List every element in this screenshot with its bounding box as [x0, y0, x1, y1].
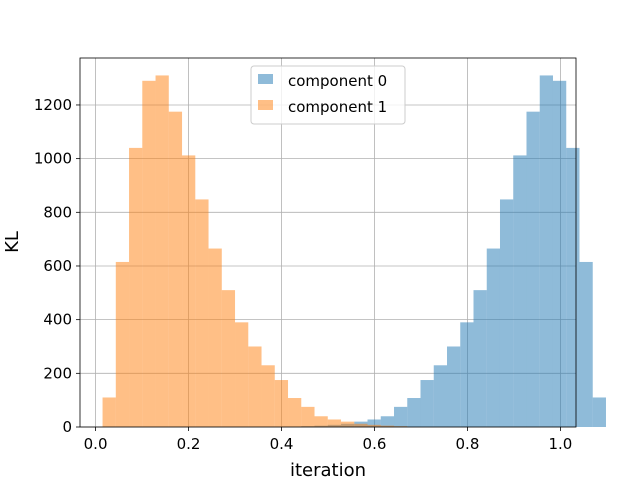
bar-series-1 [235, 322, 249, 427]
x-tick-label: 0.8 [456, 435, 480, 453]
x-axis-label: iteration [290, 460, 366, 480]
legend-swatch-component-1 [258, 100, 273, 110]
bar-series-1 [367, 424, 381, 427]
legend-label-component-0: component 0 [288, 72, 387, 90]
bar-series-1 [248, 346, 262, 427]
y-tick-label: 400 [43, 311, 72, 329]
bar-series-1 [102, 397, 116, 427]
bar-series-0 [407, 398, 421, 427]
bar-series-1 [115, 261, 130, 427]
bar-series-1 [261, 365, 275, 427]
bar-series-1 [314, 416, 328, 427]
bar-series-0 [473, 290, 487, 427]
bar-series-1 [208, 248, 222, 427]
y-axis-label: KL [2, 231, 23, 253]
y-tick-label: 1200 [34, 96, 72, 114]
x-tick-label: 1.0 [548, 435, 572, 453]
bar-series-0 [486, 248, 500, 427]
y-tick-label: 800 [43, 203, 72, 221]
bar-series-0 [592, 397, 606, 427]
bar-series-1 [394, 426, 408, 427]
bar-series-0 [513, 155, 527, 427]
plot-frame [79, 57, 577, 428]
bar-series-1 [168, 111, 183, 427]
bar-series-0 [539, 75, 553, 427]
bar-series-1 [155, 75, 169, 427]
y-tick-label: 600 [43, 257, 72, 275]
y-tick-label: 200 [43, 364, 72, 382]
bar-series-0 [526, 111, 540, 427]
bar-series-0 [433, 365, 448, 427]
legend-box [250, 65, 406, 125]
bar-series-0 [552, 80, 567, 427]
x-tick-label: 0.6 [363, 435, 387, 453]
bar-series-0 [394, 406, 408, 427]
bar-series-1 [142, 80, 156, 427]
legend-label-component-1: component 1 [288, 98, 387, 116]
bar-series-1 [288, 398, 302, 427]
bar-series-1 [274, 380, 289, 427]
x-tick-label: 0.2 [177, 435, 201, 453]
bar-series-0 [420, 380, 434, 427]
bar-series-1 [354, 423, 368, 427]
bar-series-1 [129, 147, 143, 427]
legend-swatch-component-0 [258, 74, 273, 84]
x-tick-label: 0.0 [84, 435, 108, 453]
bar-series-1 [195, 199, 209, 427]
bar-series-1 [341, 421, 355, 427]
series-1-bars [102, 75, 408, 427]
bar-series-0 [579, 261, 593, 427]
bar-series-1 [182, 155, 196, 427]
x-tick-label: 0.4 [270, 435, 294, 453]
y-axis: 0 200 400 600 800 1000 1200 [34, 96, 80, 436]
y-tick-label: 0 [62, 418, 72, 436]
bar-series-0 [447, 346, 461, 427]
y-tick-label: 1000 [34, 150, 72, 168]
x-axis: 0.0 0.2 0.4 0.6 0.8 1.0 [84, 427, 572, 453]
legend: component 0 component 1 [250, 65, 406, 125]
bar-series-0 [499, 199, 514, 427]
bar-series-0 [367, 419, 381, 427]
bar-series-0 [380, 416, 395, 427]
bar-series-0 [460, 322, 474, 427]
bar-series-1 [380, 425, 395, 427]
bar-series-1 [221, 290, 236, 427]
bar-series-0 [566, 147, 580, 427]
bar-series-1 [327, 419, 342, 427]
bar-series-1 [301, 406, 315, 427]
